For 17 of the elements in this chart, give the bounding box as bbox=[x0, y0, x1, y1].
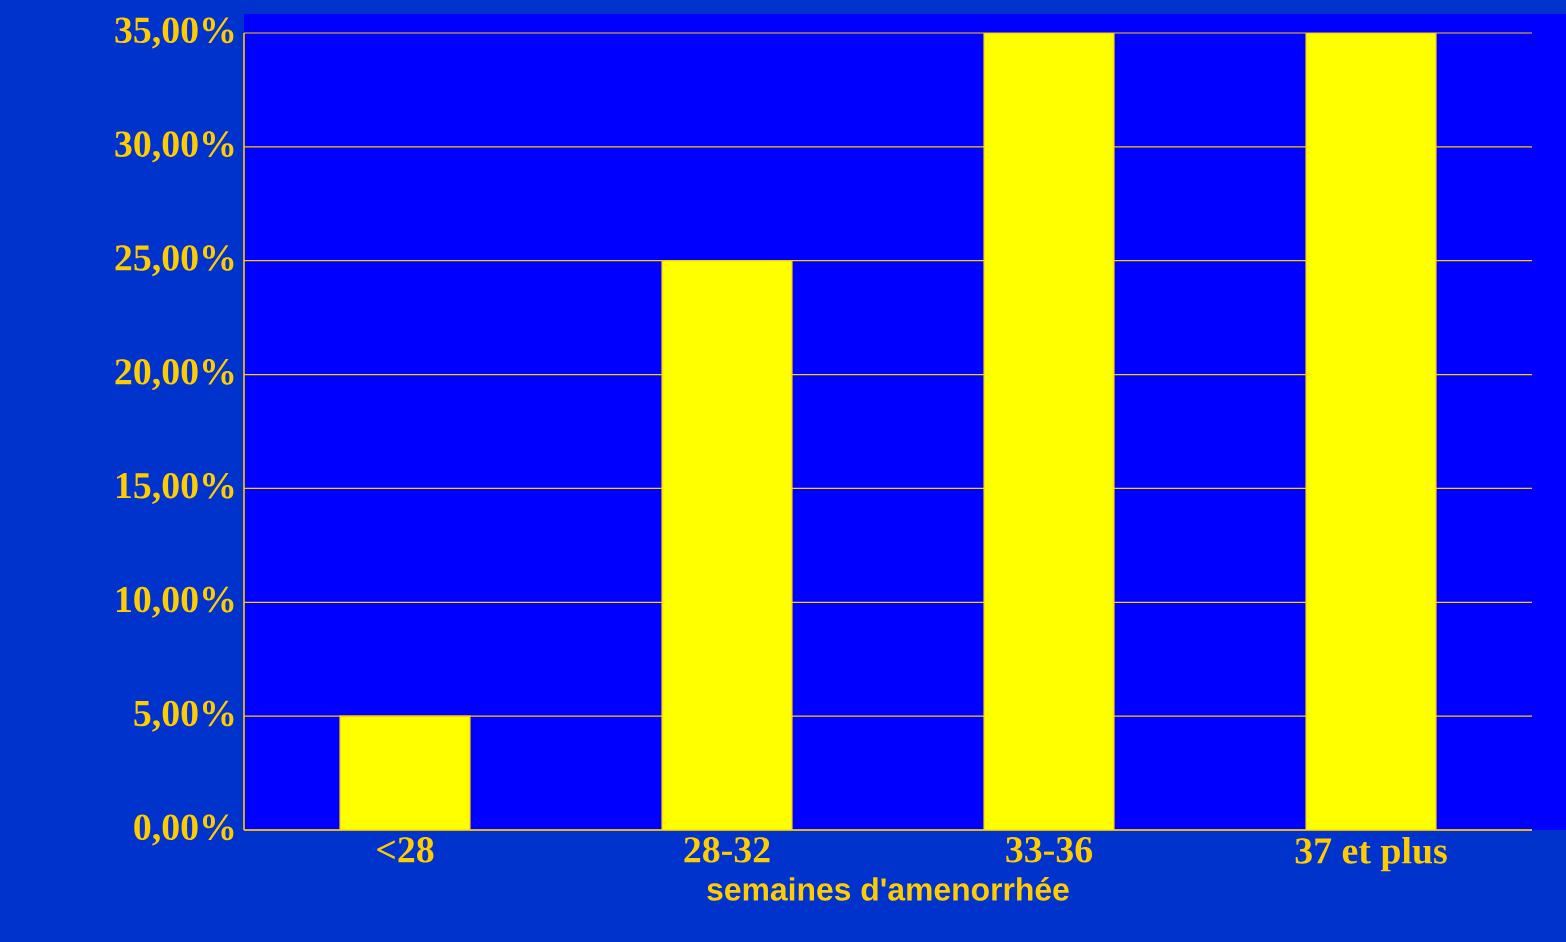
y-tick-label: 35,00% bbox=[115, 17, 234, 49]
bar bbox=[339, 715, 471, 830]
y-tick-label: 30,00% bbox=[115, 131, 234, 163]
x-axis-title: semaines d'amenorrhée bbox=[707, 877, 1069, 901]
y-tick-label: 0,00% bbox=[134, 814, 234, 846]
y-tick-label: 5,00% bbox=[134, 700, 234, 732]
y-tick-label: 25,00% bbox=[115, 245, 234, 277]
x-tick-label: 37 et plus bbox=[1295, 837, 1447, 872]
bar bbox=[1305, 32, 1437, 830]
y-tick-label: 20,00% bbox=[115, 359, 234, 391]
bar bbox=[983, 32, 1115, 830]
bar bbox=[661, 260, 793, 830]
y-tick-label: 10,00% bbox=[116, 586, 234, 618]
y-tick-label: 15,00% bbox=[116, 472, 234, 504]
x-tick-label: <28 bbox=[377, 837, 434, 863]
x-tick-label: 28-32 bbox=[684, 837, 770, 863]
x-tick-label: 33-36 bbox=[1006, 837, 1093, 863]
